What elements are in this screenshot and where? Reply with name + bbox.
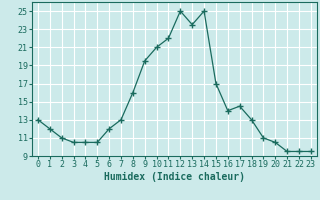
X-axis label: Humidex (Indice chaleur): Humidex (Indice chaleur) [104, 172, 245, 182]
